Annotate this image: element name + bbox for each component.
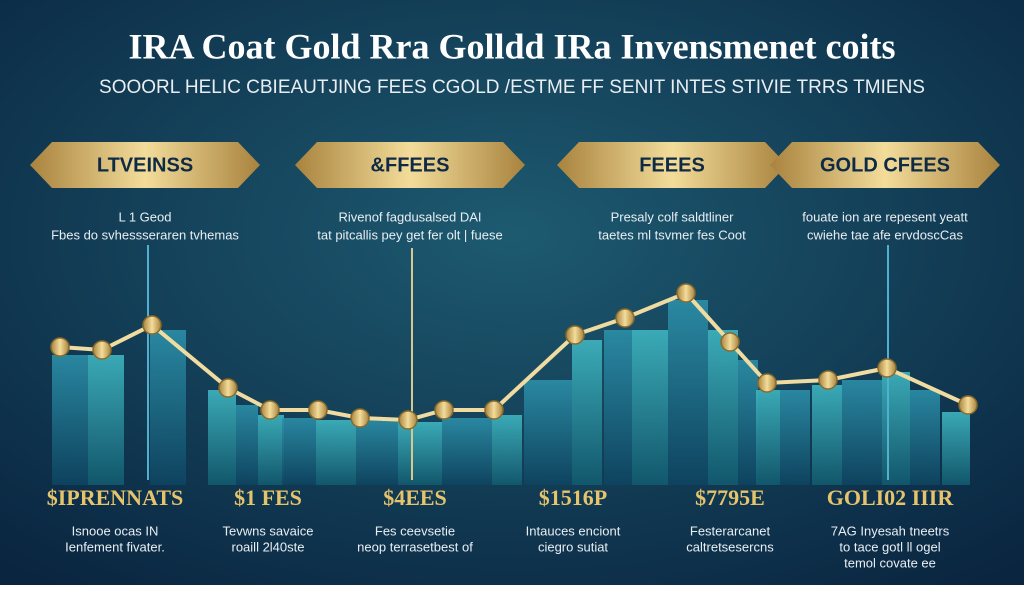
banner-label: GOLD CFEES [820,154,950,176]
trend-line [59,290,969,423]
footer-label: $IPRENNATS [47,485,184,510]
bar [356,420,398,485]
coin [50,337,70,357]
coin [565,325,585,345]
footer-text: Festerarcanet [690,523,771,538]
bar [150,330,186,485]
coin [218,378,238,398]
bar [668,300,708,485]
bar [910,390,940,485]
bar [632,330,668,485]
coin [398,410,418,430]
coin [877,358,897,378]
banner-label: &FFEES [371,154,450,176]
banner-note: tat pitcallis pey get fer olt | fuese [317,227,502,242]
coin [676,283,696,303]
footer-label: $7795E [695,485,765,510]
title: IRA Coat Gold Rra Golldd IRa Invensmenet… [128,26,895,66]
banner-label: FEEES [639,154,705,176]
banner-note: Fbes do svhessseraren tvhemas [51,227,239,242]
coin [720,332,740,352]
banner-note: Rivenof fagdusalsed DAI [338,209,481,224]
bar [282,418,316,485]
bar [236,405,258,485]
footer-label: $1 FES [234,485,302,510]
coin [757,373,777,393]
banner [30,142,260,188]
footer-label: GOLI02 IIIR [827,485,955,510]
banner-note: Presaly colf saldtliner [611,209,734,224]
footer-label: $4EES [383,485,447,510]
footer-text: Intauces enciont [526,523,621,538]
footer-text: caltretsesercns [686,539,774,554]
bar [492,415,522,485]
footer-text: Ienfement fivater. [65,539,165,554]
coin [142,315,162,335]
footer-text: 7AG Inyesah tneetrs [831,523,950,538]
footer-text: roaill 2l40ste [232,539,305,554]
bar [812,385,842,485]
bar [572,340,602,485]
coin [958,395,978,415]
footer-text: neop terrasetbest of [357,539,473,554]
bar [52,355,88,485]
coin [434,400,454,420]
footer-text: ciegro sutiat [538,539,608,554]
coin [92,340,112,360]
coin [260,400,280,420]
bar [708,330,738,485]
banner-note: taetes ml tsvmer fes Coot [598,227,746,242]
bar [756,390,780,485]
coin [818,370,838,390]
bar [442,418,492,485]
coin [350,408,370,428]
bar [842,380,882,485]
bar [258,415,284,485]
banner [295,142,525,188]
bar [738,360,758,485]
coin [308,400,328,420]
footer-text: Tevwns savaice [222,523,313,538]
bar [942,412,970,485]
banner [557,142,787,188]
banner [770,142,1000,188]
banner-label: LTVEINSS [97,154,193,176]
coin [615,308,635,328]
coin [484,400,504,420]
bar [882,372,910,485]
bar [524,380,572,485]
banner-note: L 1 Geod [118,209,171,224]
bar [316,420,356,485]
banner-note: cwiehe tae afe ervdoscCas [807,227,964,242]
bar [88,355,124,485]
decoration [30,142,1000,485]
bar [780,390,810,485]
bar [208,390,236,485]
subtitle: SOOORL HELIC CBIEAUTJING FEES CGOLD /EST… [99,77,925,98]
bar [398,422,442,485]
footer-text: Fes ceevsetie [375,523,455,538]
footer-label: $1516P [539,485,607,510]
banner-note: fouate ion are repesent yeatt [802,209,968,224]
footer-text: temol covate ee [844,555,936,570]
bar [604,330,632,485]
footer-text: Isnooe ocas IN [72,523,159,538]
footer-text: to tace gotl ll ogel [839,539,940,554]
texts: LTVEINSS L 1 Geod Fbes do svhessseraren tv… [47,154,968,570]
